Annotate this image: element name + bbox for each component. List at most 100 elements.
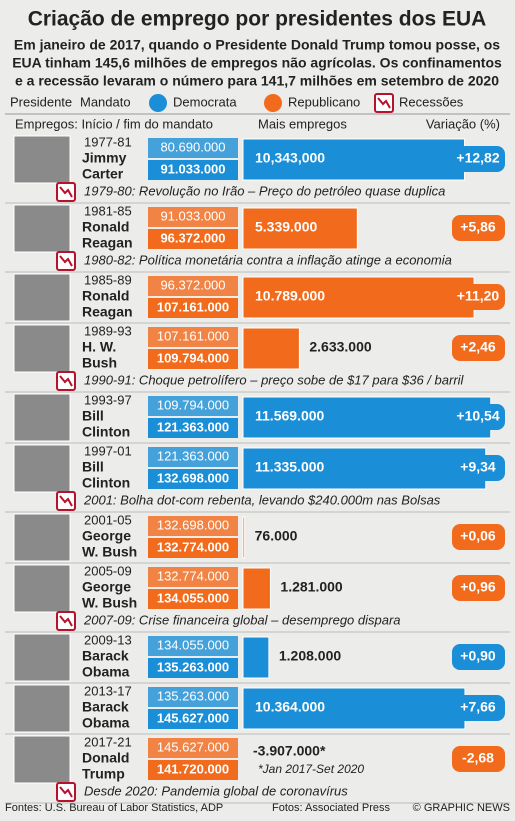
president-name: Reagan [82,235,133,251]
change-box [452,575,505,601]
start-jobs: 134.055.000 [157,637,229,652]
end-jobs: 132.698.000 [157,470,229,485]
legend-label: Presidente [10,94,72,109]
end-jobs: 132.774.000 [157,539,229,554]
jobs-created: 11.335.000 [255,459,325,475]
bar [242,138,466,181]
photo [13,324,71,373]
change-box [452,215,505,241]
start-box [148,447,238,467]
bar [242,567,271,610]
president-name: Barack [82,648,129,664]
change-label: +0,90 [460,648,496,664]
end-box [148,709,238,729]
start-jobs: 132.698.000 [157,517,229,532]
jobs-created: 1.281.000 [280,579,342,595]
recession-note: 1979-80: Revolução no Irão – Preço do pe… [84,183,445,198]
footnote: *Jan 2017-Set 2020 [258,762,364,776]
jobs-created: 10.364.000 [255,699,325,715]
president-name: Trump [82,766,125,782]
change-label: +0,96 [460,579,496,595]
jobs-created: 5.339.000 [255,219,317,235]
column-header: Empregos: Início / fim do mandato [15,116,213,131]
start-jobs: 121.363.000 [157,448,229,463]
bar [242,447,487,490]
start-box [148,516,238,536]
change-box [452,335,505,361]
bar [242,207,358,250]
change-label: +12,82 [456,150,499,166]
start-box [148,207,238,227]
change-label: +0,06 [460,528,496,544]
footer-credit: © GRAPHIC NEWS [413,802,510,814]
recession-icon-line [377,97,391,109]
end-box [148,229,238,249]
bar [242,327,300,370]
photo [13,633,71,682]
president-name: Ronald [82,288,129,304]
change-label: +11,20 [457,288,500,304]
president-name: Barack [82,699,129,715]
president-name: Obama [82,664,130,680]
change-label: +5,86 [460,219,496,235]
start-box [148,138,238,158]
end-box [148,469,238,489]
start-box [148,636,238,656]
president-name: Obama [82,715,130,731]
end-jobs: 109.794.000 [157,350,229,365]
photo [13,444,71,493]
president-name: Clinton [82,475,130,491]
start-jobs: 80.690.000 [160,139,225,154]
term: 2017-21 [84,734,132,749]
president-name: George [82,579,131,595]
recession-icon-line [59,495,73,507]
president-name: W. Bush [82,544,137,560]
photo [13,564,71,613]
term: 1977-81 [84,134,132,149]
change-box [452,746,505,772]
start-box [148,687,238,707]
change-box [452,695,505,721]
start-box [148,276,238,296]
change-box [452,644,505,670]
end-box [148,760,238,780]
start-jobs: 109.794.000 [157,397,229,412]
jobs-created: 11.569.000 [255,408,325,424]
jobs-created: -3.907.000* [253,743,326,759]
end-box [148,589,238,609]
change-box [452,404,505,430]
change-label: +7,66 [460,699,496,715]
start-jobs: 145.627.000 [157,739,229,754]
end-jobs: 121.363.000 [157,419,229,434]
change-label: +10,54 [456,408,499,424]
jobs-created: 2.633.000 [309,339,371,355]
president-name: Clinton [82,424,130,440]
president-name: George [82,528,131,544]
start-box [148,738,238,758]
footer-photos: Fotos: Associated Press [272,802,390,814]
term: 2013-17 [84,683,132,698]
column-header: Mais empregos [258,116,347,131]
photo [13,393,71,442]
start-jobs: 91.033.000 [160,208,225,223]
president-name: Jimmy [82,150,127,166]
end-jobs: 96.372.000 [160,230,225,245]
subtitle: EUA tinham 145,6 milhões de empregos não… [12,55,502,71]
term: 2009-13 [84,632,132,647]
recession-icon-line [59,615,73,627]
president-name: Donald [82,750,129,766]
president-name: Bill [82,459,104,475]
change-label: +9,34 [460,459,496,475]
recession-note: 2001: Bolha dot-com rebenta, levando $24… [83,492,441,507]
legend-label: Democrata [173,94,237,109]
end-box [148,349,238,369]
term: 1993-97 [84,392,132,407]
recession-icon-line [59,375,73,387]
bar [242,687,466,730]
end-jobs: 145.627.000 [157,710,229,725]
recession-note: Desde 2020: Pandemia global de coronavír… [84,783,348,798]
jobs-created: 10.789.000 [255,288,325,304]
end-jobs: 91.033.000 [160,161,225,176]
jobs-created: 10,343,000 [255,150,325,166]
